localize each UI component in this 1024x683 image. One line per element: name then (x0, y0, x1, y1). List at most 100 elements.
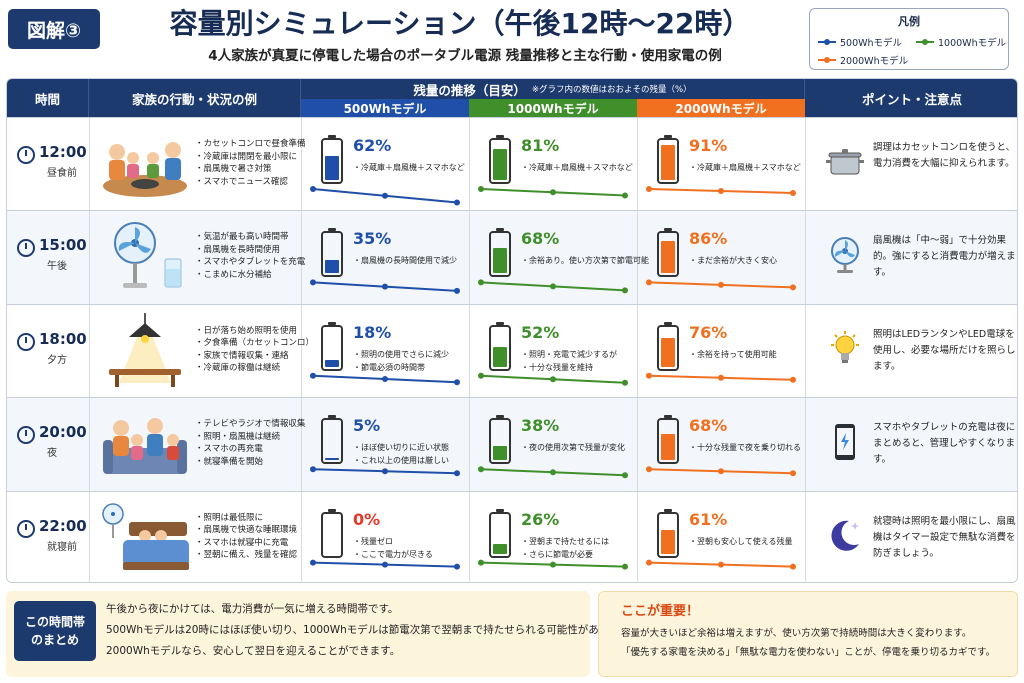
model-note: ・さらに節電が必要 (521, 549, 593, 559)
action-item: 冷蔵庫の稼働は継続 (195, 362, 305, 375)
trend-point-m1000 (622, 563, 628, 570)
important-line: 「優先する家電を決める」「無駄な電力を使わない」ことが、停電を乗り切るカギです。 (621, 647, 996, 658)
time-value: 20:00 (39, 423, 87, 442)
time-cell: 18:00 夕方 (15, 305, 87, 397)
battery-icon (489, 508, 511, 558)
model-note: ・残量ゼロ (353, 536, 393, 546)
header-points: ポイント・注意点 (805, 79, 1017, 117)
trend-point-m2000 (646, 279, 652, 286)
time-value: 18:00 (39, 329, 87, 348)
trend-point-m1000 (622, 379, 628, 386)
trend-point-m2000 (718, 468, 724, 475)
model-note: ・余裕を持って使用可能 (689, 349, 777, 359)
trend-point-m1000 (478, 186, 484, 192)
fan-and-water-illustration (99, 219, 191, 295)
action-item: 照明・扇風機は継続 (195, 431, 305, 444)
remaining-percent: 0% (353, 509, 381, 529)
table-row: 20:00 夜 テレビやラジオで情報収集照明・扇風機は継続スマホの再充電就寝準備を開… (7, 397, 1017, 491)
legend-line-icon (818, 57, 836, 63)
trend-point-m500 (454, 379, 460, 386)
trend-point-m2000 (718, 561, 724, 568)
battery-icon (657, 135, 679, 184)
action-item: 冷蔵庫は開閉を最小限に (195, 151, 305, 164)
summary-text: 午後から夜にかけては、電力消費が一気に増える時間帯です。 500Whモデルは20… (106, 599, 640, 662)
trend-point-m1000 (478, 559, 484, 566)
action-item: スマホでニュース確認 (195, 176, 305, 189)
model-note: ・これ以上の使用は厳しい (353, 456, 449, 466)
trend-point-m1000 (622, 472, 628, 479)
legend-line-icon (818, 39, 836, 45)
model-note: ・冷蔵庫＋扇風機＋スマホなど (689, 163, 801, 172)
family-lunch-illustration (99, 126, 191, 202)
battery-icon (321, 135, 343, 184)
page-subtitle: 4人家族が真夏に停電した場合のポータブル電源 残量推移と主な行動・使用家電の例 (208, 48, 722, 64)
trend-point-m2000 (646, 466, 652, 473)
trend-point-m2000 (790, 563, 796, 570)
model-note: ・翌朝も安心して使える残量 (689, 536, 793, 546)
trend-point-m1000 (550, 189, 556, 196)
action-item: 翌朝に備え、残量を確認 (195, 549, 305, 562)
simulation-table: 時間 家族の行動・状況の例 残量の推移（目安） ※グラフ内の数値はおおよその残量… (6, 78, 1018, 583)
table-row: 12:00 昼食前 カセットコンロで昼食準備冷蔵庫は開閉を最小限に扇風機で暑さ対策ス… (7, 117, 1017, 211)
trend-point-m500 (382, 192, 388, 199)
tip-text: 調理はカセットコンロを使うと、電力消費を大幅に抑えられます。 (873, 142, 1016, 169)
trend-point-m500 (310, 372, 316, 379)
legend-item-500: 500Whモデル (818, 35, 902, 49)
electric-fan-icon (825, 235, 865, 275)
clock-icon (17, 426, 35, 445)
legend-item-2000: 2000Whモデル (818, 53, 908, 67)
trend-point-m2000 (646, 372, 652, 379)
remaining-percent: 18% (353, 322, 392, 342)
important-box: ここが重要！ 容量が大きいほど余裕は増えますが、使い方次第で持続時間は大きく変わ… (598, 591, 1018, 677)
summary-label: この時間帯 のまとめ (14, 601, 96, 661)
family-sofa-illustration (99, 406, 191, 482)
header-time: 時間 (7, 79, 89, 117)
model-note: ・冷蔵庫＋扇風機＋スマホなど (353, 163, 465, 172)
trend-point-m500 (310, 186, 316, 192)
ceiling-lamp-illustration (99, 312, 191, 389)
legend-line-icon (916, 39, 934, 45)
model-note: ・照明・充電で減少するが (521, 349, 617, 359)
tip-text: 扇風機は「中〜弱」で十分効果的。強にすると消費電力が増えます。 (873, 235, 1016, 279)
light-bulb-icon (825, 329, 865, 369)
tip-text: 就寝時は照明を最小限にし、扇風機はタイマー設定で無駄な消費を防ぎましょう。 (873, 515, 1016, 559)
time-label: 就寝前 (47, 541, 77, 553)
trend-point-m2000 (646, 186, 652, 192)
clock-icon (17, 146, 35, 164)
remaining-percent: 68% (689, 416, 728, 436)
action-item: スマホやタブレットを充電 (195, 256, 306, 269)
model-note: ・十分な残量を維持 (521, 362, 593, 372)
legend-label: 2000Whモデル (840, 56, 909, 67)
remaining-percent: 52% (521, 322, 560, 342)
battery-icon (321, 228, 343, 278)
trend-point-m2000 (718, 374, 724, 381)
battery-icon (489, 228, 511, 278)
remaining-percent: 68% (521, 229, 560, 249)
legend-title: 凡例 (898, 15, 920, 28)
action-item: 照明は最低限に (195, 512, 305, 525)
remaining-percent: 76% (689, 322, 728, 342)
time-cell: 22:00 就寝前 (15, 492, 87, 582)
battery-icon (321, 508, 343, 558)
time-value: 15:00 (39, 236, 87, 255)
time-cell: 12:00 昼食前 (15, 118, 87, 210)
model-note: ・ここで電力が尽きる (353, 549, 433, 559)
trend-point-m500 (454, 287, 460, 294)
page-title: 容量別シミュレーション（午後12時〜22時） (169, 7, 751, 40)
action-item: 就寝準備を開始 (195, 456, 305, 469)
summary-label-line: この時間帯 (24, 615, 85, 629)
header-model-2000: 2000Whモデル (637, 99, 805, 117)
model-note: ・余裕あり。使い方次第で節電可能 (521, 256, 649, 266)
remaining-percent: 86% (689, 229, 728, 249)
remaining-percent: 61% (689, 509, 728, 529)
time-cell: 20:00 夜 (15, 398, 87, 490)
action-item: 夕食準備（カセットコンロ） (195, 337, 315, 350)
table-row: 18:00 夕方 日が落ち始め照明を使用夕食準備（カセットコンロ）家族で情報収集・連… (7, 303, 1017, 398)
legend-label: 1000Whモデル (938, 38, 1007, 49)
remaining-percent: 81% (521, 136, 560, 155)
battery-icon (489, 135, 511, 184)
model-note: ・扇風機の長時間使用で減少 (353, 256, 457, 266)
trend-point-m500 (382, 561, 388, 568)
clock-icon (17, 239, 35, 258)
trend-point-m2000 (646, 559, 652, 566)
